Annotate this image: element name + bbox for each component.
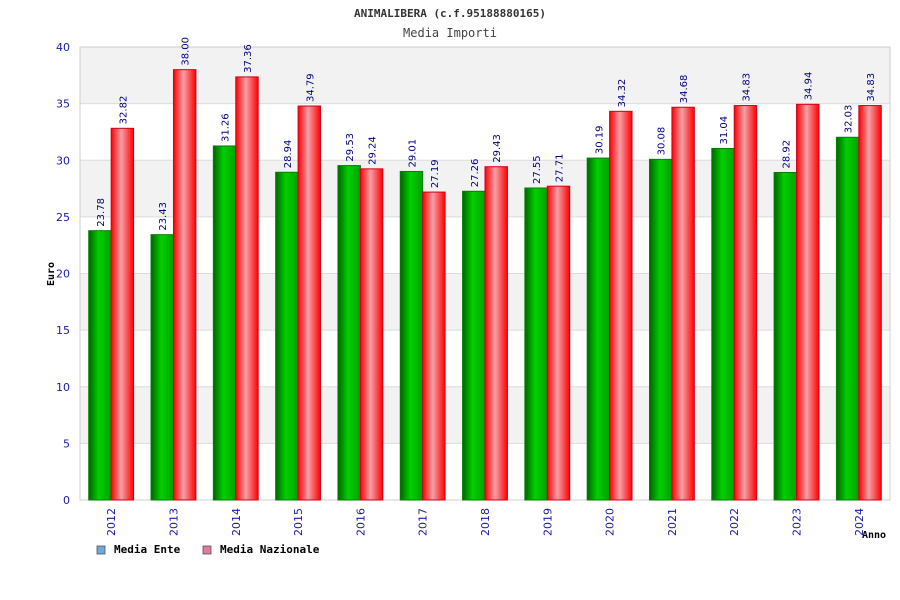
x-tick-label-2024: 2024	[853, 508, 866, 536]
y-tick-label: 35	[56, 98, 70, 111]
data-label-media-ente-2017: 29.01	[407, 139, 418, 168]
data-label-media-ente-2021: 30.08	[657, 127, 668, 156]
data-label-media-nazionale-2019: 27.71	[555, 154, 566, 183]
x-tick-label-2016: 2016	[354, 508, 367, 536]
bar-media-ente-2023	[773, 171, 798, 501]
x-tick-label-2012: 2012	[105, 508, 118, 536]
bar-media-ente-2021	[648, 158, 673, 501]
bar-media-nazionale-2015	[297, 105, 322, 501]
x-tick-label-2013: 2013	[167, 508, 180, 536]
bar-media-nazionale-2019	[546, 185, 571, 501]
data-label-media-nazionale-2020: 34.32	[617, 79, 628, 108]
bar-media-nazionale-2021	[671, 106, 695, 501]
x-tick-label-2018: 2018	[479, 508, 492, 536]
x-tick-label-2017: 2017	[417, 508, 430, 536]
legend-label-media-ente: Media Ente	[114, 543, 181, 556]
data-label-media-nazionale-2014: 37.36	[243, 44, 254, 73]
data-label-media-ente-2013: 23.43	[158, 202, 169, 231]
bar-media-ente-2014	[212, 145, 237, 501]
data-label-media-ente-2024: 32.03	[844, 105, 855, 134]
bar-media-nazionale-2018	[484, 166, 508, 501]
data-label-media-ente-2012: 23.78	[96, 198, 107, 227]
bar-media-ente-2017	[399, 170, 424, 501]
bar-media-nazionale-2012	[110, 127, 135, 501]
data-label-media-nazionale-2021: 34.68	[679, 75, 690, 104]
data-label-media-ente-2018: 27.26	[470, 159, 481, 188]
legend-label-media-nazionale: Media Nazionale	[220, 543, 320, 556]
plot-band	[80, 47, 890, 104]
data-label-media-ente-2019: 27.55	[532, 155, 543, 184]
data-label-media-nazionale-2017: 27.19	[430, 159, 441, 188]
bar-media-nazionale-2016	[359, 168, 384, 501]
bar-media-ente-2020	[586, 157, 611, 501]
y-tick-label: 20	[56, 268, 70, 281]
data-label-media-nazionale-2016: 29.24	[368, 136, 379, 165]
data-label-media-nazionale-2022: 34.83	[741, 73, 752, 102]
data-label-media-nazionale-2013: 38.00	[181, 37, 192, 66]
data-label-media-nazionale-2018: 29.43	[492, 134, 503, 163]
data-label-media-ente-2015: 28.94	[283, 140, 294, 169]
data-label-media-nazionale-2012: 32.82	[118, 96, 129, 125]
bar-media-nazionale-2017	[422, 191, 446, 501]
x-tick-label-2023: 2023	[791, 508, 804, 536]
bar-media-ente-2022	[711, 147, 735, 501]
data-label-media-ente-2014: 31.26	[221, 113, 232, 142]
bar-media-nazionale-2014	[235, 76, 259, 501]
x-axis-label: Anno	[862, 530, 886, 541]
chart-title: ANIMALIBERA (c.f.95188880165)	[354, 7, 546, 20]
data-label-media-ente-2023: 28.92	[781, 140, 792, 169]
bar-media-ente-2024	[835, 136, 860, 501]
x-tick-label-2021: 2021	[666, 508, 679, 536]
chart-subtitle: Media Importi	[403, 26, 497, 40]
legend-swatch-media-nazionale	[202, 545, 212, 555]
bars	[88, 69, 882, 501]
bar-media-ente-2016	[337, 165, 361, 501]
bar-media-nazionale-2013	[172, 69, 197, 501]
data-label-media-ente-2020: 30.19	[594, 125, 605, 154]
x-tick-label-2014: 2014	[230, 508, 243, 536]
y-tick-label: 10	[56, 381, 70, 394]
data-label-media-nazionale-2023: 34.94	[804, 72, 815, 101]
y-axis-ticks: 0 5 10 15 20 25 30 35 40	[56, 41, 70, 507]
data-label-media-nazionale-2024: 34.83	[866, 73, 877, 102]
data-label-media-nazionale-2015: 34.79	[305, 73, 316, 102]
bar-media-nazionale-2022	[733, 105, 758, 501]
data-label-media-ente-2022: 31.04	[719, 116, 730, 145]
bar-media-nazionale-2023	[796, 103, 820, 501]
bar-media-ente-2015	[275, 171, 299, 501]
y-tick-label: 40	[56, 41, 70, 54]
y-tick-label: 25	[56, 211, 70, 224]
bar-media-ente-2012	[88, 230, 112, 501]
y-axis-label: Euro	[46, 262, 57, 286]
data-label-media-ente-2016: 29.53	[345, 133, 356, 162]
x-axis-ticks: 2012 2013 2014 2015 2016 2017 2018 2019 2020 2021…	[105, 508, 866, 536]
legend: Media Ente Media Nazionale	[96, 543, 320, 556]
bar-media-nazionale-2020	[609, 110, 633, 501]
x-tick-label-2019: 2019	[541, 508, 554, 536]
x-tick-label-2015: 2015	[292, 508, 305, 536]
x-tick-label-2022: 2022	[728, 508, 741, 536]
bar-media-ente-2019	[524, 187, 548, 501]
legend-swatch-media-ente	[96, 545, 106, 555]
bar-media-ente-2018	[462, 190, 486, 501]
bar-media-ente-2013	[150, 234, 174, 501]
plot-band	[80, 103, 890, 161]
y-tick-label: 5	[63, 437, 70, 450]
x-tick-label-2020: 2020	[604, 508, 617, 536]
y-tick-label: 0	[63, 494, 70, 507]
data-labels: 23.78 32.82 23.43 38.00 31.26 37.36 28.94 34.79…	[96, 37, 877, 231]
y-tick-label: 15	[56, 324, 70, 337]
y-tick-label: 30	[56, 154, 70, 167]
bar-media-nazionale-2024	[858, 105, 882, 501]
